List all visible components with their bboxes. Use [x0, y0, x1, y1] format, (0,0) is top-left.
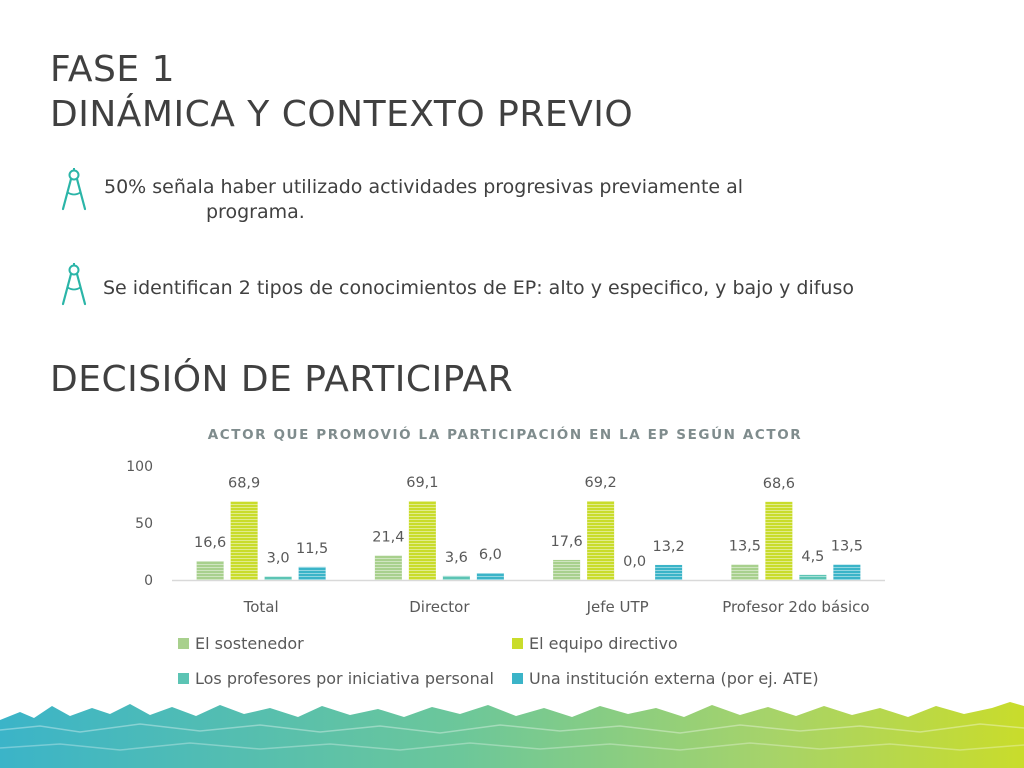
legend-swatch: [178, 638, 189, 649]
bullet-2-text: Se identifican 2 tipos de conocimientos …: [103, 277, 854, 299]
legend-swatch: [178, 673, 189, 684]
bullet-1-text-continuation: programa.: [206, 201, 305, 223]
bar-chart: ACTOR QUE PROMOVIÓ LA PARTICIPACIÓN EN L…: [126, 425, 885, 616]
legend-label: Los profesores por iniciativa personal: [195, 669, 494, 688]
legend-label: El sostenedor: [195, 634, 304, 653]
data-label: 13,2: [652, 539, 684, 555]
x-tick-label: Total: [243, 598, 279, 616]
data-label: 16,6: [194, 535, 226, 551]
bar-texture: [374, 555, 402, 580]
decorative-brush-stroke: [0, 702, 1024, 768]
slide-title-line2: DINÁMICA Y CONTEXTO PREVIO: [50, 94, 634, 135]
y-tick-label: 50: [135, 516, 153, 532]
bar-texture: [230, 501, 258, 580]
legend-item-equipo-directivo: El equipo directivo: [512, 634, 678, 654]
compass-icon: [61, 168, 87, 211]
bar-texture: [765, 501, 793, 580]
data-label: 3,0: [267, 551, 290, 567]
bar-texture: [553, 559, 581, 580]
data-label: 68,6: [763, 476, 795, 492]
y-tick-label: 100: [126, 459, 153, 475]
data-label: 69,2: [584, 475, 616, 491]
legend-swatch: [512, 673, 523, 684]
legend-label: Una institución externa (por ej. ATE): [529, 669, 819, 688]
data-label: 21,4: [372, 530, 404, 546]
data-label: 69,1: [406, 475, 438, 491]
data-label: 68,9: [228, 475, 260, 491]
bar-texture: [408, 501, 436, 580]
bar-texture: [442, 575, 470, 580]
data-label: 0,0: [623, 554, 646, 570]
bar-texture: [264, 576, 292, 580]
data-label: 4,5: [801, 549, 824, 565]
data-label: 17,6: [550, 534, 582, 550]
slide-title-line1: FASE 1: [50, 49, 175, 90]
compass-icon: [61, 263, 87, 306]
data-label: 13,5: [831, 539, 863, 555]
y-tick-label: 0: [144, 573, 153, 589]
bar-texture: [799, 574, 827, 580]
legend-item-institucion-externa: Una institución externa (por ej. ATE): [512, 669, 819, 689]
data-label: 11,5: [296, 541, 328, 557]
x-tick-label: Director: [409, 598, 470, 616]
legend-label: El equipo directivo: [529, 634, 678, 653]
x-tick-label: Profesor 2do básico: [722, 598, 869, 616]
chart-title: ACTOR QUE PROMOVIÓ LA PARTICIPACIÓN EN L…: [208, 425, 803, 443]
data-label: 6,0: [479, 547, 502, 563]
data-label: 13,5: [729, 539, 761, 555]
bullet-1-text: 50% señala haber utilizado actividades p…: [104, 176, 744, 198]
bar-texture: [731, 564, 759, 580]
bar-texture: [833, 564, 861, 580]
section-title: DECISIÓN DE PARTICIPAR: [50, 359, 514, 400]
bar-texture: [587, 501, 615, 580]
data-label: 3,6: [445, 550, 468, 566]
bar-texture: [196, 561, 224, 580]
bar-texture: [298, 566, 326, 580]
bar-texture: [476, 573, 504, 580]
bar-texture: [655, 564, 683, 580]
legend-item-profesores: Los profesores por iniciativa personal: [178, 669, 494, 689]
legend-item-sostenedor: El sostenedor: [178, 634, 304, 654]
x-tick-label: Jefe UTP: [586, 598, 649, 616]
legend-swatch: [512, 638, 523, 649]
